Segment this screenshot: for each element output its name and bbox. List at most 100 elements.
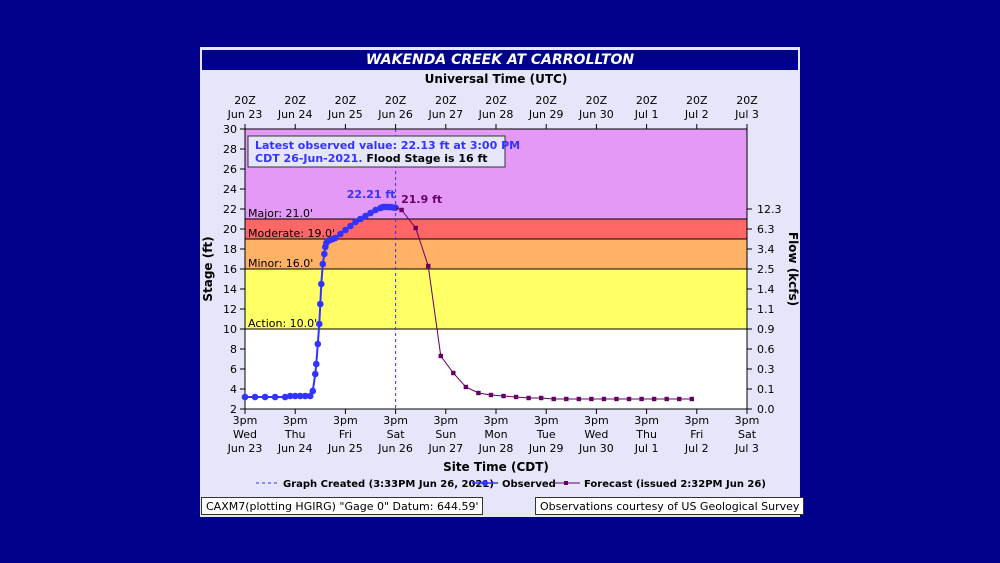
top-tick-label: 20Z (335, 94, 357, 107)
observed-point (362, 212, 369, 220)
forecast-point (589, 396, 594, 402)
bottom-tick-label: Fri (339, 428, 352, 441)
y-tick-label: 4 (230, 383, 237, 396)
bottom-tick-label: 3pm (233, 414, 258, 427)
top-tick-label: Jul 3 (734, 108, 759, 121)
forecast-point (639, 396, 644, 402)
top-tick-label: Jun 23 (227, 108, 263, 121)
flow-tick-label: 6.3 (757, 223, 775, 236)
top-tick-label: 20Z (586, 94, 608, 107)
bottom-tick-label: 3pm (283, 414, 308, 427)
legend-observed-marker (482, 480, 488, 486)
y-tick-label: 6 (230, 363, 237, 376)
observed-point (296, 392, 304, 400)
bottom-tick-label: Thu (284, 428, 306, 441)
bottom-tick-label: Jul 2 (684, 442, 709, 455)
bottom-tick-label: Jun 29 (528, 442, 564, 455)
footer-datum: CAXM7(plotting HGIRG) "Gage 0" Datum: 64… (201, 497, 484, 515)
y-tick-label: 14 (223, 283, 237, 296)
legend-observed-label: Observed (502, 479, 556, 490)
forecast-point (463, 384, 469, 390)
observed-point (311, 370, 319, 378)
observed-point (318, 280, 325, 288)
top-tick-label: Jun 25 (327, 108, 363, 121)
forecast-point (651, 396, 657, 402)
flow-tick-label: 0.1 (757, 383, 775, 396)
bottom-tick-label: Jun 25 (327, 442, 363, 455)
latest-observed-line1: Latest observed value: 22.13 ft at 3:00 … (255, 139, 520, 152)
top-tick-label: 20Z (435, 94, 457, 107)
chart-title: WAKENDA CREEK AT CARROLLTON (202, 50, 798, 70)
forecast-point (689, 396, 694, 402)
top-tick-label: Jul 1 (634, 108, 659, 121)
bottom-tick-label: Jun 27 (427, 442, 463, 455)
bottom-tick-label: 3pm (383, 414, 408, 427)
forecast-point (451, 370, 456, 376)
forecast-point (551, 396, 556, 402)
flow-tick-label: 0.0 (757, 403, 775, 416)
flow-tick-label: 12.3 (757, 203, 782, 216)
y-tick-label: 18 (223, 243, 237, 256)
bottom-tick-label: Jun 30 (578, 442, 614, 455)
observed-point (342, 226, 349, 234)
bottom-tick-label: Jun 28 (478, 442, 514, 455)
bottom-tick-label: Jul 3 (734, 442, 759, 455)
observed-point (241, 393, 249, 401)
forecast-point (438, 353, 443, 359)
top-tick-label: Jul 2 (684, 108, 709, 121)
top-tick-label: 20Z (636, 94, 658, 107)
forecast-point (576, 396, 582, 402)
y-axis-title: Stage (ft) (201, 236, 215, 301)
bottom-tick-label: 3pm (433, 414, 458, 427)
observed-point (337, 230, 344, 238)
flow-tick-label: 0.9 (757, 323, 775, 336)
bottom-tick-label: 3pm (333, 414, 358, 427)
forecast-point (601, 396, 607, 402)
flow-tick-label: 0.3 (757, 363, 775, 376)
forecast-point (501, 393, 506, 399)
observed-point (261, 393, 269, 401)
bottom-tick-label: Wed (584, 428, 608, 441)
observed-point (306, 392, 314, 400)
forecast-point (664, 396, 669, 402)
latest-observed-box (247, 135, 506, 168)
observed-point (251, 393, 259, 401)
peak-forecast-label: 21.9 ft (401, 193, 442, 206)
legend-forecast-label: Forecast (issued 2:32PM Jun 26) (584, 479, 766, 490)
bottom-tick-label: Jun 23 (227, 442, 263, 455)
flood-label-minor: Minor: 16.0' (248, 257, 313, 270)
latest-observed-date: CDT 26-Jun-2021. (255, 152, 366, 165)
bottom-tick-label: 3pm (584, 414, 609, 427)
top-tick-label: Jun 30 (578, 108, 614, 121)
top-tick-label: Jun 28 (478, 108, 514, 121)
top-tick-label: 20Z (385, 94, 407, 107)
top-tick-label: Jun 27 (427, 108, 463, 121)
bottom-axis-title: Site Time (CDT) (443, 460, 549, 474)
observed-point (309, 387, 317, 395)
flood-label-action: Action: 10.0' (248, 317, 317, 330)
bottom-tick-label: Fri (690, 428, 703, 441)
y-tick-label: 20 (223, 223, 237, 236)
forecast-point (399, 207, 404, 213)
observed-point (372, 206, 379, 214)
observed-point (314, 340, 322, 348)
bottom-tick-label: 3pm (735, 414, 760, 427)
observed-point (301, 392, 309, 400)
forecast-point (488, 392, 494, 398)
bottom-tick-label: Tue (536, 428, 556, 441)
flow-tick-label: 2.5 (757, 263, 775, 276)
y-tick-label: 16 (223, 263, 237, 276)
y-tick-label: 2 (230, 403, 237, 416)
bottom-tick-label: Thu (635, 428, 657, 441)
top-tick-label: 20Z (686, 94, 708, 107)
peak-observed-label: 22.21 ft (347, 188, 396, 201)
observed-point (315, 320, 323, 328)
forecast-point (476, 390, 481, 396)
bottom-tick-label: 3pm (634, 414, 659, 427)
y-tick-label: 12 (223, 303, 237, 316)
flood-stage-text: Flood Stage is 16 ft (366, 152, 487, 165)
latest-observed-line2: CDT 26-Jun-2021. Flood Stage is 16 ft (255, 152, 488, 165)
forecast-point (626, 396, 632, 402)
observed-point (317, 300, 324, 308)
bottom-tick-label: Wed (233, 428, 257, 441)
